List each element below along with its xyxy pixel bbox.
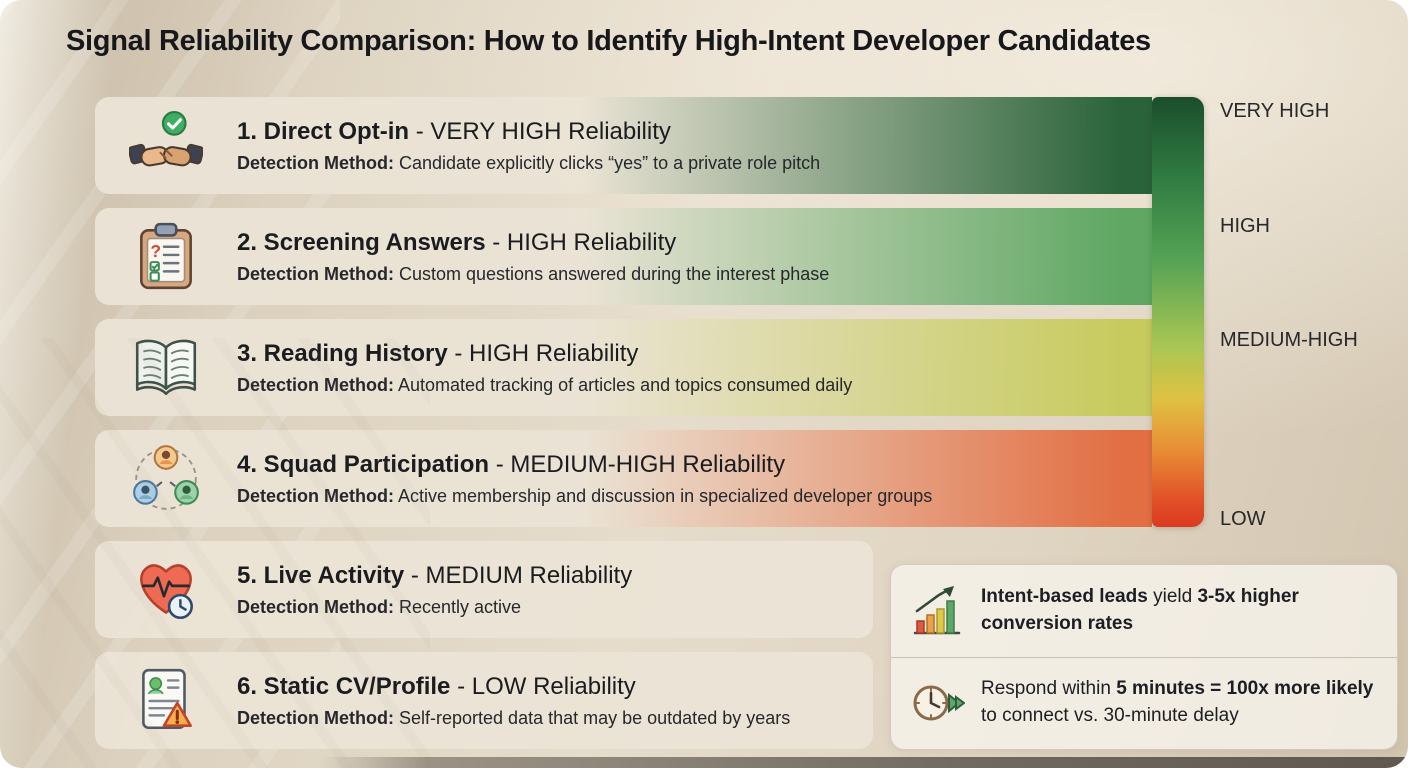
signal-name: 2. Screening Answers <box>237 228 486 256</box>
method-text: Active membership and discussion in spec… <box>394 485 933 506</box>
stat-conversion: Intent-based leads yield 3-5x higher con… <box>891 565 1397 657</box>
method-label: Detection Method: <box>237 152 394 173</box>
clipboard-questions-icon: ? <box>129 220 203 294</box>
method-label: Detection Method: <box>237 707 394 728</box>
signal-title: 3. Reading History - HIGH Reliability <box>237 340 1152 368</box>
reliability-scale-bar <box>1152 97 1204 527</box>
detection-method: Detection Method: Candidate explicitly c… <box>237 153 1152 174</box>
signal-row-direct-opt-in: 1. Direct Opt-in - VERY HIGH Reliability… <box>95 97 1152 194</box>
signal-row-static-cv: 6. Static CV/Profile - LOW Reliability D… <box>95 652 873 749</box>
detection-method: Detection Method: Self-reported data tha… <box>237 708 873 729</box>
signal-reliability: - MEDIUM-HIGH Reliability <box>489 450 786 478</box>
heart-pulse-clock-icon <box>129 553 203 627</box>
scale-label-very-high: VERY HIGH <box>1220 100 1330 122</box>
signal-title: 2. Screening Answers - HIGH Reliability <box>237 229 1152 257</box>
scale-label-low: LOW <box>1220 508 1266 530</box>
scale-label-medium-high: MEDIUM-HIGH <box>1220 329 1358 351</box>
open-book-icon <box>129 331 203 405</box>
signal-row-squad-participation: 4. Squad Participation - MEDIUM-HIGH Rel… <box>95 430 1152 527</box>
stat-text: Respond within 5 minutes = 100x more lik… <box>981 678 1374 727</box>
detection-method: Detection Method: Automated tracking of … <box>237 375 1152 396</box>
growth-chart-icon <box>909 583 965 639</box>
signal-reliability: - HIGH Reliability <box>485 228 677 256</box>
method-text: Automated tracking of articles and topic… <box>394 374 853 395</box>
stat-text: Intent-based leads yield 3-5x higher con… <box>981 585 1299 634</box>
fast-response-clock-icon <box>909 675 965 731</box>
method-text: Custom questions answered during the int… <box>394 263 830 284</box>
signal-name: 5. Live Activity <box>237 561 405 589</box>
squad-network-icon <box>129 442 203 516</box>
signal-name: 4. Squad Participation <box>237 450 490 478</box>
method-label: Detection Method: <box>237 485 394 506</box>
signal-name: 6. Static CV/Profile <box>237 672 451 700</box>
background-floor-shadow <box>320 757 1408 768</box>
signal-title: 4. Squad Participation - MEDIUM-HIGH Rel… <box>237 451 1152 479</box>
stat-response-time: Respond within 5 minutes = 100x more lik… <box>891 656 1397 750</box>
signal-title: 1. Direct Opt-in - VERY HIGH Reliability <box>237 118 1152 146</box>
detection-method: Detection Method: Custom questions answe… <box>237 264 1152 285</box>
method-label: Detection Method: <box>237 263 394 284</box>
method-text: Self-reported data that may be outdated … <box>394 707 791 728</box>
signal-name: 1. Direct Opt-in <box>237 117 410 145</box>
signal-row-screening-answers: ? 2. Screening Answers - HIGH Reliabilit… <box>95 208 1152 305</box>
signal-reliability: - LOW Reliability <box>450 672 636 700</box>
signal-title: 5. Live Activity - MEDIUM Reliability <box>237 562 873 590</box>
stats-panel: Intent-based leads yield 3-5x higher con… <box>890 564 1398 750</box>
method-text: Candidate explicitly clicks “yes” to a p… <box>394 152 821 173</box>
detection-method: Detection Method: Active membership and … <box>237 486 1152 507</box>
cv-warning-icon <box>129 664 203 738</box>
signal-reliability: - HIGH Reliability <box>447 339 639 367</box>
scale-label-high: HIGH <box>1220 215 1270 237</box>
signal-row-live-activity: 5. Live Activity - MEDIUM Reliability De… <box>95 541 873 638</box>
signal-title: 6. Static CV/Profile - LOW Reliability <box>237 673 873 701</box>
method-label: Detection Method: <box>237 374 394 395</box>
signal-name: 3. Reading History <box>237 339 448 367</box>
page-title: Signal Reliability Comparison: How to Id… <box>66 25 1151 57</box>
signal-reliability: - MEDIUM Reliability <box>404 561 633 589</box>
detection-method: Detection Method: Recently active <box>237 597 873 618</box>
handshake-check-icon <box>129 109 203 183</box>
svg-text:?: ? <box>150 241 161 261</box>
method-text: Recently active <box>394 596 522 617</box>
signal-row-reading-history: 3. Reading History - HIGH Reliability De… <box>95 319 1152 416</box>
signal-reliability: - VERY HIGH Reliability <box>409 117 671 145</box>
method-label: Detection Method: <box>237 596 394 617</box>
